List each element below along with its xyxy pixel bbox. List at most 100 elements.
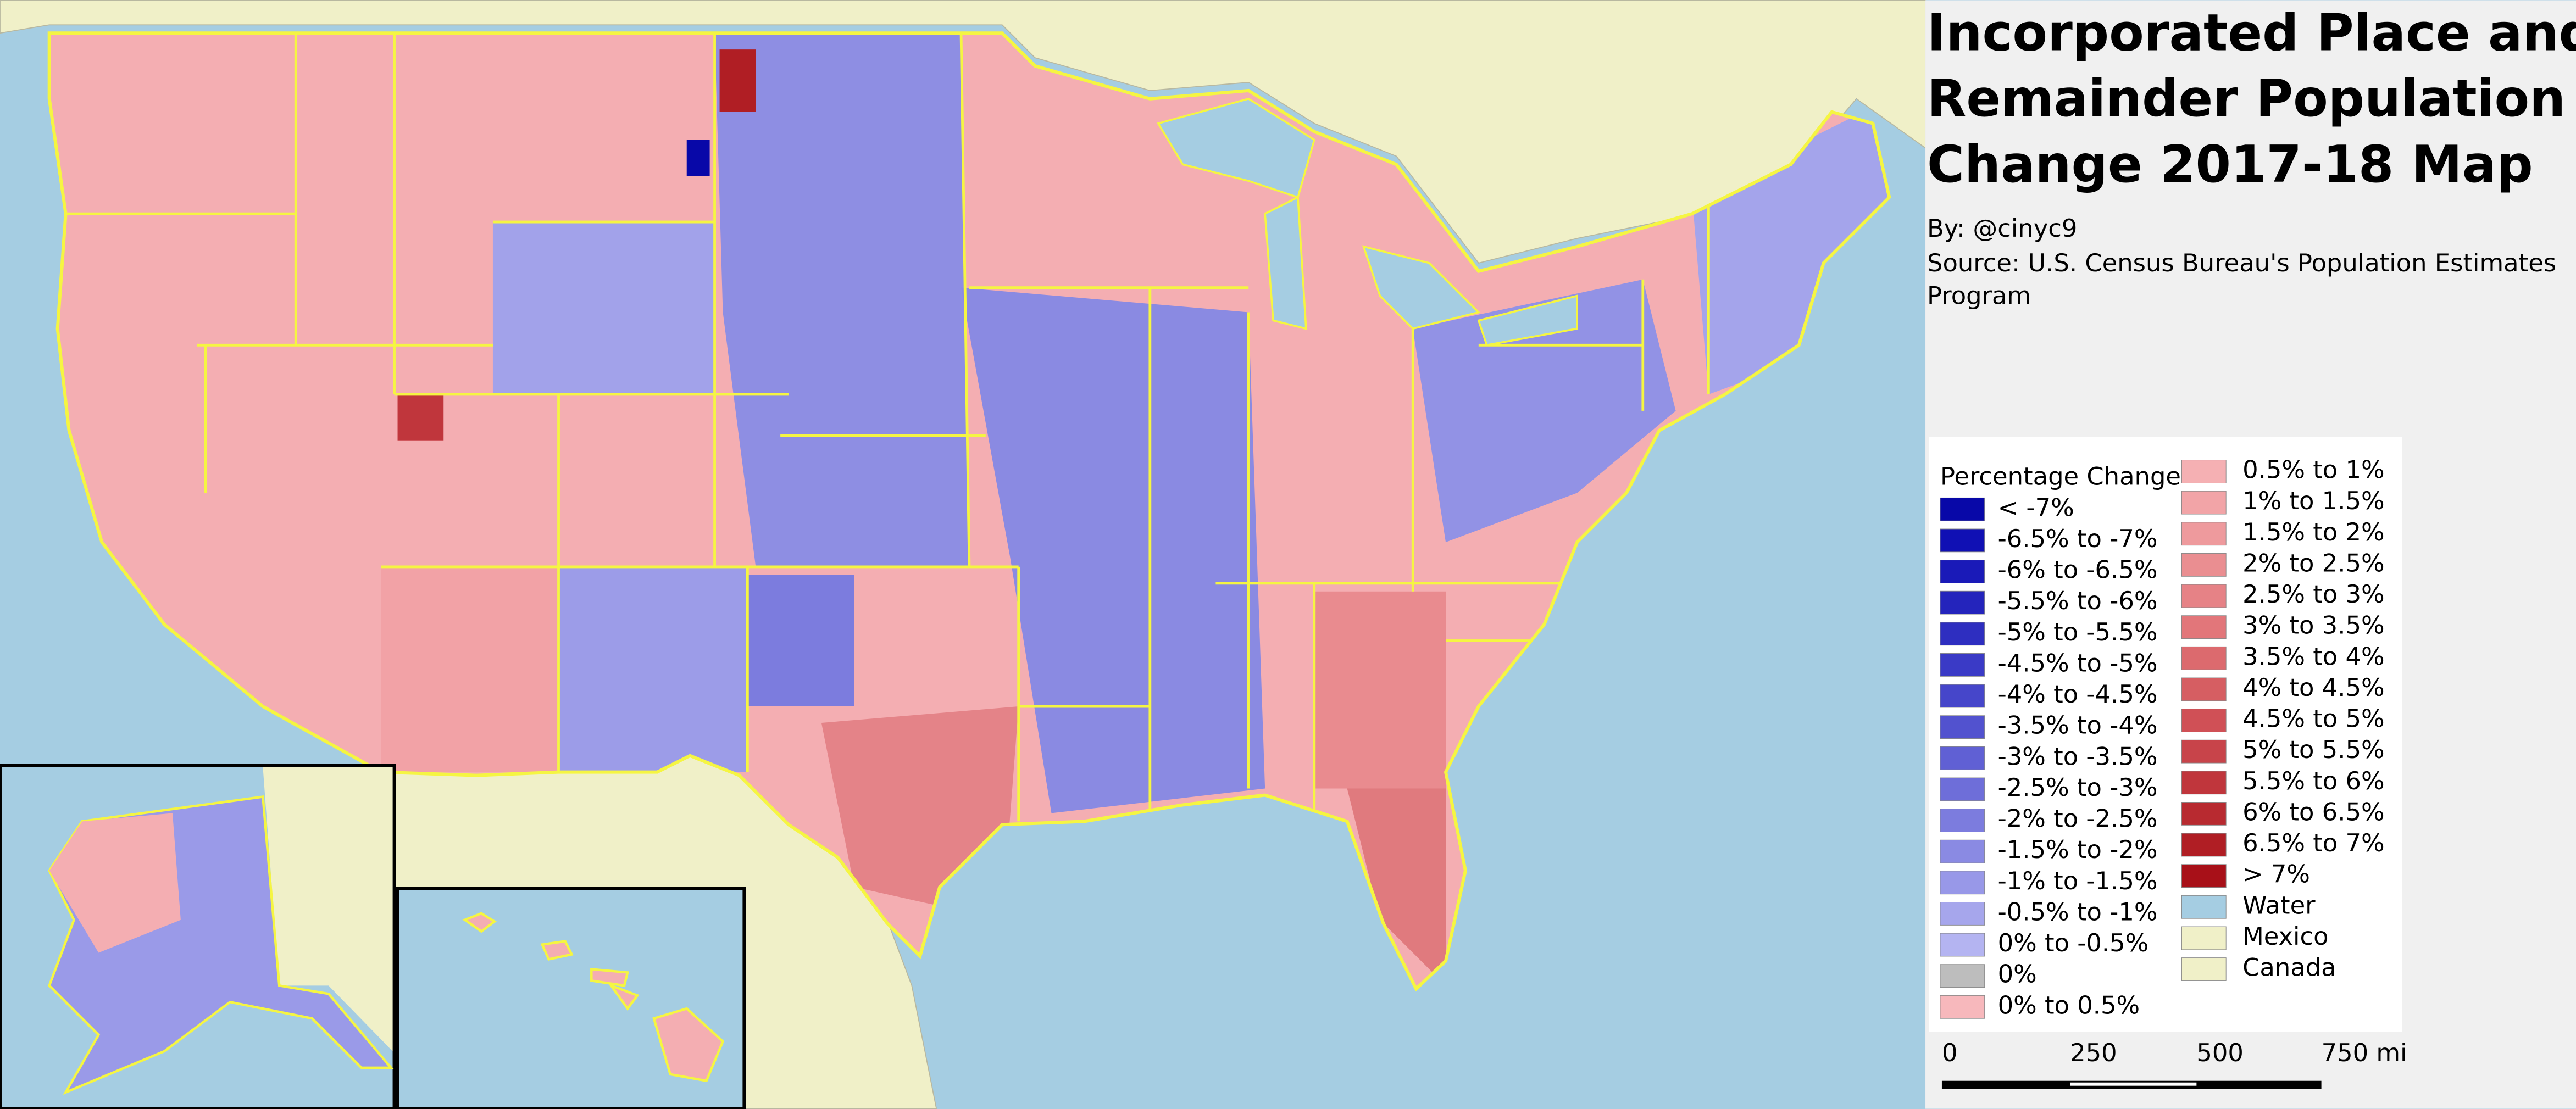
legend-label: > 7%: [2242, 860, 2310, 889]
legend-label: Water: [2242, 890, 2316, 919]
scale-label: 0: [1942, 1038, 1958, 1067]
legend-label: 2.5% to 3%: [2242, 579, 2385, 609]
legend-label: -1% to -1.5%: [1998, 866, 2158, 895]
wyoming-counties: [492, 222, 715, 394]
legend-swatch: [2181, 802, 2227, 826]
legend-label: -6% to -6.5%: [1998, 555, 2158, 584]
nd-hotspot: [719, 49, 756, 112]
legend-swatch: [1940, 497, 1985, 521]
canada: [263, 767, 393, 1051]
montana-coldspot: [686, 140, 710, 176]
legend-swatch: [1940, 684, 1985, 708]
legend-label: 6.5% to 7%: [2242, 828, 2385, 857]
hawaii: [462, 912, 725, 1083]
legend-label: -5.5% to -6%: [1998, 586, 2158, 615]
alaska-inset: [0, 764, 396, 1109]
legend-label: -2.5% to -3%: [1998, 773, 2158, 802]
legend-swatch: [1940, 839, 1985, 863]
legend-swatch: [1940, 590, 1985, 615]
legend-swatch: [1940, 809, 1985, 832]
scale-label: 500: [2196, 1038, 2244, 1067]
legend-swatch: [1940, 995, 1985, 1019]
texas-panhandle: [747, 575, 854, 707]
legend-swatch: [2181, 491, 2227, 515]
legend-swatch: [2181, 615, 2227, 639]
legend-label: 2% to 2.5%: [2242, 548, 2385, 577]
hawaii-inset: [396, 887, 746, 1109]
legend-swatch: [1940, 933, 1985, 957]
legend-label: -5% to -5.5%: [1998, 617, 2158, 647]
legend-swatch: [2181, 957, 2227, 981]
title-line: Change 2017-18 Map: [1927, 135, 2533, 194]
legend-label: < -7%: [1998, 493, 2074, 522]
byline: By: @cinyc9: [1927, 214, 2077, 243]
georgia-counties: [1314, 591, 1446, 789]
legend-swatch: [2181, 771, 2227, 795]
legend-label: 5% to 5.5%: [2242, 735, 2385, 764]
alaska-west: [49, 813, 181, 953]
plains-counties: [714, 33, 969, 567]
legend-label: -6.5% to -7%: [1998, 524, 2158, 553]
legend-swatch: [1940, 560, 1985, 583]
header: Incorporated Place and Remainder Populati…: [1927, 3, 2576, 310]
legend-label: 0%: [1998, 960, 2037, 989]
legend-label: 3.5% to 4%: [2242, 642, 2385, 671]
legend-swatch: [1940, 746, 1985, 770]
legend-label: 4% to 4.5%: [2242, 673, 2385, 702]
legend-swatch: [2181, 926, 2227, 950]
legend-label: -4.5% to -5%: [1998, 648, 2158, 677]
legend-label: -4% to -4.5%: [1998, 679, 2158, 709]
legend-swatch: [2181, 646, 2227, 670]
scale-label: 750 mi: [2322, 1038, 2407, 1067]
legend-swatch: [2181, 460, 2227, 483]
legend-swatch: [2181, 553, 2227, 577]
legend-label: 4.5% to 5%: [2242, 704, 2385, 733]
legend-label: 5.5% to 6%: [2242, 766, 2385, 795]
legend: < -7%-6.5% to -7%-6% to -6.5%-5.5% to -6…: [1940, 455, 2385, 1019]
midwest-counties: [961, 287, 1265, 813]
legend-label: Mexico: [2242, 922, 2329, 951]
source-line: Source: U.S. Census Bureau's Population …: [1927, 248, 2556, 277]
title-line: Remainder Population: [1927, 69, 2566, 128]
legend-swatch: [2181, 522, 2227, 546]
legend-swatch: [2181, 709, 2227, 732]
legend-label: 1% to 1.5%: [2242, 486, 2385, 515]
new-mexico-counties: [558, 566, 748, 772]
legend-label: 0.5% to 1%: [2242, 455, 2385, 484]
legend-label: -1.5% to -2%: [1998, 835, 2158, 864]
legend-label: -0.5% to -1%: [1998, 897, 2158, 926]
florida-counties: [1347, 788, 1446, 986]
canada: [0, 0, 1926, 264]
source-line: Program: [1927, 281, 2031, 310]
utah-hotspot: [397, 394, 444, 441]
legend-label: 3% to 3.5%: [2242, 611, 2385, 640]
legend-label: 0% to -0.5%: [1998, 928, 2149, 957]
legend-label: -3.5% to -4%: [1998, 711, 2158, 740]
legend-swatch: [1940, 528, 1985, 553]
legend-swatch: [1940, 777, 1985, 801]
us-outline: [47, 31, 1891, 992]
scale-bar-segment: [2070, 1082, 2197, 1086]
legend-swatch: [1940, 964, 1985, 988]
legend-swatch: [2181, 739, 2227, 764]
legend-title: Percentage Change: [1940, 461, 2181, 491]
legend-swatch: [1940, 653, 1985, 677]
legend-box: [1929, 437, 2402, 1032]
legend-swatch: [1940, 622, 1985, 646]
arizona-counties: [381, 566, 559, 772]
legend-swatch: [1940, 715, 1985, 739]
legend-label: 6% to 6.5%: [2242, 797, 2385, 826]
legend-swatch: [2181, 584, 2227, 608]
legend-swatch: [1940, 871, 1985, 895]
legend-swatch: [2181, 895, 2227, 919]
scale-bar: 0 250 500 750 mi: [1941, 1038, 2407, 1089]
legend-label: 1.5% to 2%: [2242, 517, 2385, 547]
legend-label: -3% to -3.5%: [1998, 742, 2158, 771]
scale-label: 250: [2070, 1038, 2117, 1067]
legend-label: -2% to -2.5%: [1998, 804, 2158, 833]
legend-swatch: [2181, 833, 2227, 857]
legend-swatch: [2181, 677, 2227, 701]
legend-label: Canada: [2242, 953, 2336, 982]
